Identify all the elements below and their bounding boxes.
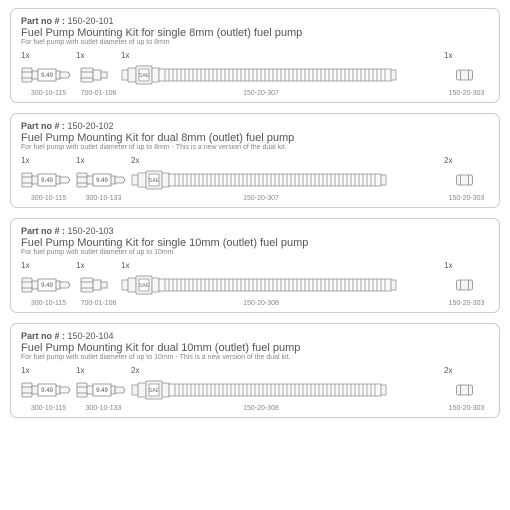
svg-text:SAE: SAE (139, 283, 150, 289)
component-qty: 1x (21, 156, 76, 165)
component-slot: 1x 700-01-106 (76, 261, 121, 307)
component-qty: 1x (444, 261, 489, 270)
kit-title: Fuel Pump Mounting Kit for single 10mm (… (21, 237, 489, 249)
component-label: 300-10-115 (21, 300, 76, 307)
kit-subtitle: For fuel pump with outlet diameter of up… (21, 39, 489, 46)
nut-icon (76, 62, 121, 88)
svg-text:9.49: 9.49 (41, 178, 53, 184)
component-label: 150-20-308 (121, 300, 401, 307)
kit-title: Fuel Pump Mounting Kit for dual 8mm (out… (21, 132, 489, 144)
svg-text:SAE: SAE (149, 388, 160, 394)
component-label: 150-20-303 (444, 405, 489, 412)
part-number-value: 150-20-101 (68, 16, 114, 26)
components-row: 1x 9.49 300-10-1151x 700-01-1061x (21, 261, 489, 307)
component-qty: 1x (76, 261, 121, 270)
part-number: Part no # : 150-20-103 (21, 226, 489, 236)
component-label: 300-10-115 (21, 90, 76, 97)
component-qty: 1x (76, 51, 121, 60)
component-label: 300-10-115 (21, 405, 76, 412)
component-qty: 1x (21, 366, 76, 375)
kit-title: Fuel Pump Mounting Kit for dual 10mm (ou… (21, 342, 489, 354)
component-slot: 1x 9.49 300-10-115 (21, 261, 76, 307)
component-slot: 1x SAE 150-20-307 (121, 51, 401, 97)
component-label: 300-10-133 (76, 405, 131, 412)
component-label: 150-20-307 (121, 90, 401, 97)
component-label: 150-20-308 (131, 405, 391, 412)
nut-icon (76, 272, 121, 298)
part-number-value: 150-20-104 (68, 331, 114, 341)
component-label: 150-20-303 (444, 300, 489, 307)
fitting-icon: 9.49 (21, 62, 76, 88)
svg-text:9.49: 9.49 (41, 283, 53, 289)
component-label: 150-20-307 (131, 195, 391, 202)
part-number: Part no # : 150-20-104 (21, 331, 489, 341)
component-label: 300-10-133 (76, 195, 131, 202)
component-slot: 1x 9.49 300-10-115 (21, 51, 76, 97)
svg-text:9.49: 9.49 (96, 178, 108, 184)
component-qty: 1x (121, 51, 401, 60)
kit-box: Part no # : 150-20-102Fuel Pump Mounting… (10, 113, 500, 208)
component-qty: 1x (21, 51, 76, 60)
components-row: 1x 9.49 300-10-1151x 700-01-1061x (21, 51, 489, 97)
component-slot: 1x 9.49 300-10-133 (76, 366, 131, 412)
part-number: Part no # : 150-20-102 (21, 121, 489, 131)
fitting-icon: 9.49 (21, 167, 76, 193)
component-slot: 1x 9.49 300-10-115 (21, 156, 76, 202)
clip-icon (444, 377, 489, 403)
component-slot: 1x 9.49 300-10-133 (76, 156, 131, 202)
svg-text:SAE: SAE (139, 73, 150, 79)
components-row: 1x 9.49 300-10-1151x 9.49 300-10-1332x (21, 366, 489, 412)
component-qty: 1x (21, 261, 76, 270)
hose-icon: SAE (131, 377, 391, 403)
kit-subtitle: For fuel pump with outlet diameter of up… (21, 354, 489, 361)
part-number: Part no # : 150-20-101 (21, 16, 489, 26)
component-qty: 1x (121, 261, 401, 270)
component-label: 700-01-106 (76, 90, 121, 97)
component-qty: 1x (76, 156, 131, 165)
kit-subtitle: For fuel pump with outlet diameter of up… (21, 249, 489, 256)
component-label: 150-20-303 (444, 195, 489, 202)
fitting-icon: 9.49 (76, 167, 131, 193)
component-qty: 2x (444, 156, 489, 165)
fitting-icon: 9.49 (21, 272, 76, 298)
component-qty: 2x (131, 366, 391, 375)
part-number-value: 150-20-103 (68, 226, 114, 236)
clip-icon (444, 62, 489, 88)
component-qty: 1x (76, 366, 131, 375)
component-slot: 2x SAE 150-20-308 (131, 366, 391, 412)
kit-box: Part no # : 150-20-103Fuel Pump Mounting… (10, 218, 500, 313)
hose-icon: SAE (131, 167, 391, 193)
component-qty: 1x (444, 51, 489, 60)
component-label: 700-01-106 (76, 300, 121, 307)
kit-subtitle: For fuel pump with outlet diameter of up… (21, 144, 489, 151)
svg-text:SAE: SAE (149, 178, 160, 184)
component-label: 300-10-115 (21, 195, 76, 202)
kit-title: Fuel Pump Mounting Kit for single 8mm (o… (21, 27, 489, 39)
kit-listing: Part no # : 150-20-101Fuel Pump Mounting… (10, 8, 500, 418)
component-slot: 1x 700-01-106 (76, 51, 121, 97)
components-row: 1x 9.49 300-10-1151x 9.49 300-10-1332x (21, 156, 489, 202)
part-number-value: 150-20-102 (68, 121, 114, 131)
fitting-icon: 9.49 (21, 377, 76, 403)
kit-box: Part no # : 150-20-101Fuel Pump Mounting… (10, 8, 500, 103)
component-slot: 2x 150-20-303 (444, 366, 489, 412)
component-slot: 1x 9.49 300-10-115 (21, 366, 76, 412)
svg-text:9.49: 9.49 (96, 388, 108, 394)
component-qty: 2x (131, 156, 391, 165)
hose-icon: SAE (121, 62, 401, 88)
svg-text:9.49: 9.49 (41, 73, 53, 79)
component-slot: 2x SAE 150-20-307 (131, 156, 391, 202)
clip-icon (444, 167, 489, 193)
component-qty: 2x (444, 366, 489, 375)
component-slot: 1x 150-20-303 (444, 51, 489, 97)
component-slot: 1x SAE 150-20-308 (121, 261, 401, 307)
hose-icon: SAE (121, 272, 401, 298)
component-label: 150-20-303 (444, 90, 489, 97)
component-slot: 2x 150-20-303 (444, 156, 489, 202)
fitting-icon: 9.49 (76, 377, 131, 403)
kit-box: Part no # : 150-20-104Fuel Pump Mounting… (10, 323, 500, 418)
svg-text:9.49: 9.49 (41, 388, 53, 394)
component-slot: 1x 150-20-303 (444, 261, 489, 307)
clip-icon (444, 272, 489, 298)
